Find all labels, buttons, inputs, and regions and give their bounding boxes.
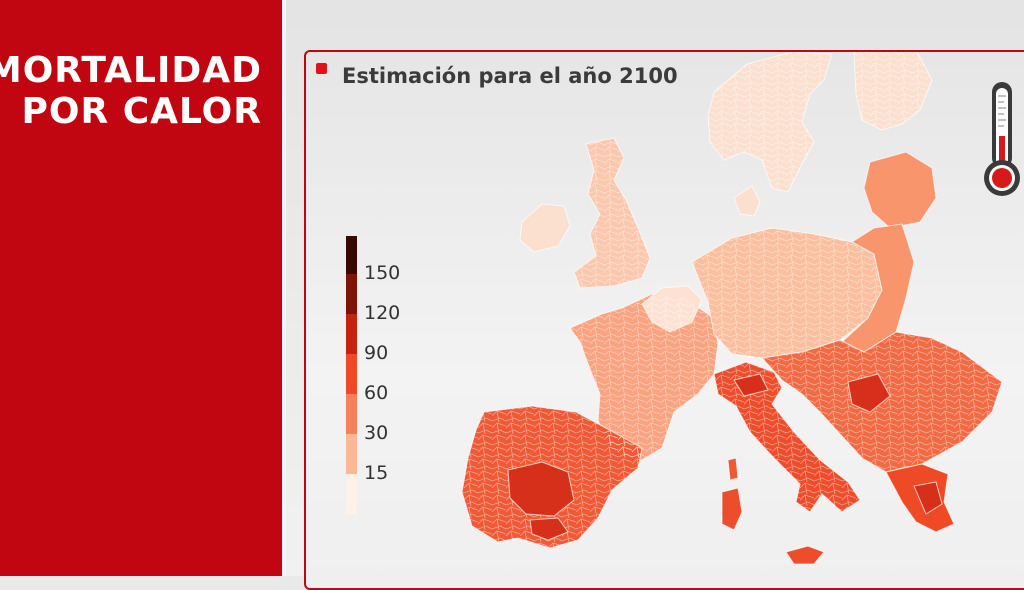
legend-swatch: [346, 274, 357, 314]
legend-swatch: [346, 314, 357, 354]
europe-map: [461, 52, 1003, 565]
left-red-panel: MORTALIDAD POR CALOR: [0, 0, 282, 576]
region-baltics: [863, 151, 937, 229]
map-card: Estimación para el año 2100: [304, 50, 1024, 590]
legend-label: 120: [364, 302, 401, 324]
legend-color-bar: [346, 236, 357, 514]
region-sicily: [785, 545, 825, 565]
hot-spots: [507, 373, 943, 541]
legend-swatch: [346, 236, 357, 274]
legend-swatch: [346, 394, 357, 434]
map-title: Estimación para el año 2100: [342, 64, 678, 88]
legend-label: 150: [364, 262, 401, 284]
thermometer-icon: [984, 82, 1020, 196]
region-border-texture: [462, 52, 1002, 548]
legend-label: 30: [364, 422, 389, 444]
region-ireland: [519, 203, 571, 253]
legend-label: 90: [364, 342, 389, 364]
legend-swatch: [346, 474, 357, 514]
region-sardinia: [721, 487, 743, 531]
headline-line-2: POR CALOR: [21, 91, 262, 132]
hot-spot-south-spain: [529, 517, 569, 541]
legend-label: 15: [364, 462, 389, 484]
legend-swatch: [346, 434, 357, 474]
legend-label: 60: [364, 382, 389, 404]
region-corsica: [727, 457, 739, 481]
title-marker: [316, 63, 327, 74]
panel-divider: [282, 0, 286, 576]
headline-line-1: MORTALIDAD: [0, 50, 262, 91]
legend-swatch: [346, 354, 357, 394]
region-denmark: [733, 185, 761, 217]
headline: MORTALIDAD POR CALOR: [0, 50, 262, 132]
hot-spot-po-valley: [733, 373, 769, 397]
hot-spot-greece: [913, 481, 943, 515]
hot-spot-central-spain: [507, 461, 575, 517]
hot-spot-balkans: [847, 373, 891, 413]
